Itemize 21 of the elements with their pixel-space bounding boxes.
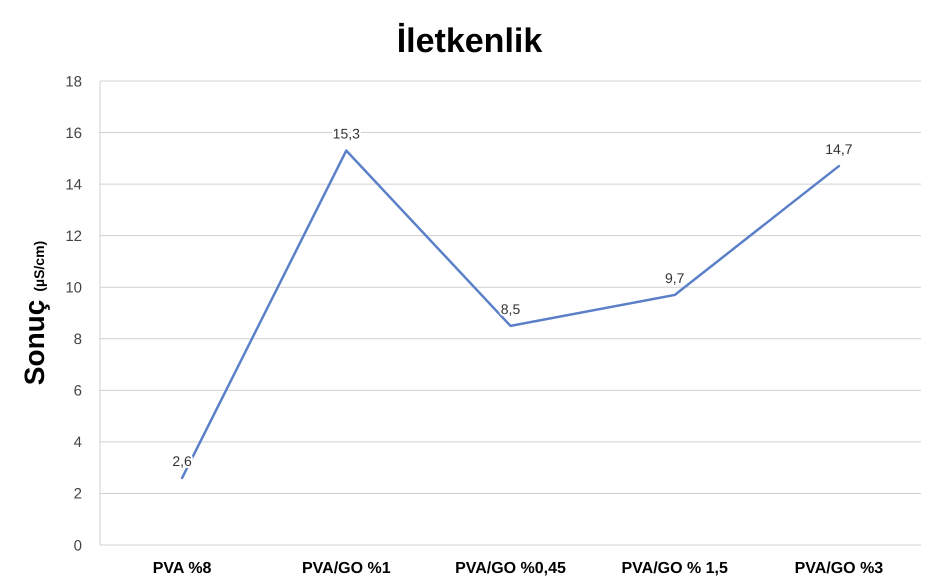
data-label: 9,7 bbox=[664, 270, 685, 286]
y-tick-label: 16 bbox=[65, 124, 82, 142]
y-axis-title: Sonuç (µS/cm) bbox=[19, 240, 50, 386]
chart-title: İletkenlik bbox=[396, 22, 542, 60]
data-label: 8,5 bbox=[500, 300, 520, 317]
y-tick-label: 10 bbox=[65, 279, 82, 296]
y-tick-label: 18 bbox=[65, 73, 82, 90]
data-label: 14,7 bbox=[825, 141, 853, 158]
data-label: 15,3 bbox=[332, 126, 360, 142]
x-tick-label: PVA/GO %1 bbox=[302, 560, 391, 577]
y-tick-label: 8 bbox=[74, 331, 82, 348]
y-tick-label: 12 bbox=[65, 228, 82, 245]
y-tick-label: 4 bbox=[74, 434, 82, 452]
x-tick-label: PVA/GO % 1,5 bbox=[621, 560, 728, 577]
x-tick-label: PVA/GO %3 bbox=[794, 560, 884, 577]
x-tick-label: PVA/GO %0,45 bbox=[455, 560, 566, 577]
y-tick-label: 6 bbox=[74, 382, 82, 400]
y-tick-label: 0 bbox=[74, 537, 82, 554]
x-tick-label: PVA %8 bbox=[152, 560, 212, 577]
y-tick-label: 14 bbox=[65, 176, 82, 194]
y-tick-label: 2 bbox=[74, 486, 82, 503]
